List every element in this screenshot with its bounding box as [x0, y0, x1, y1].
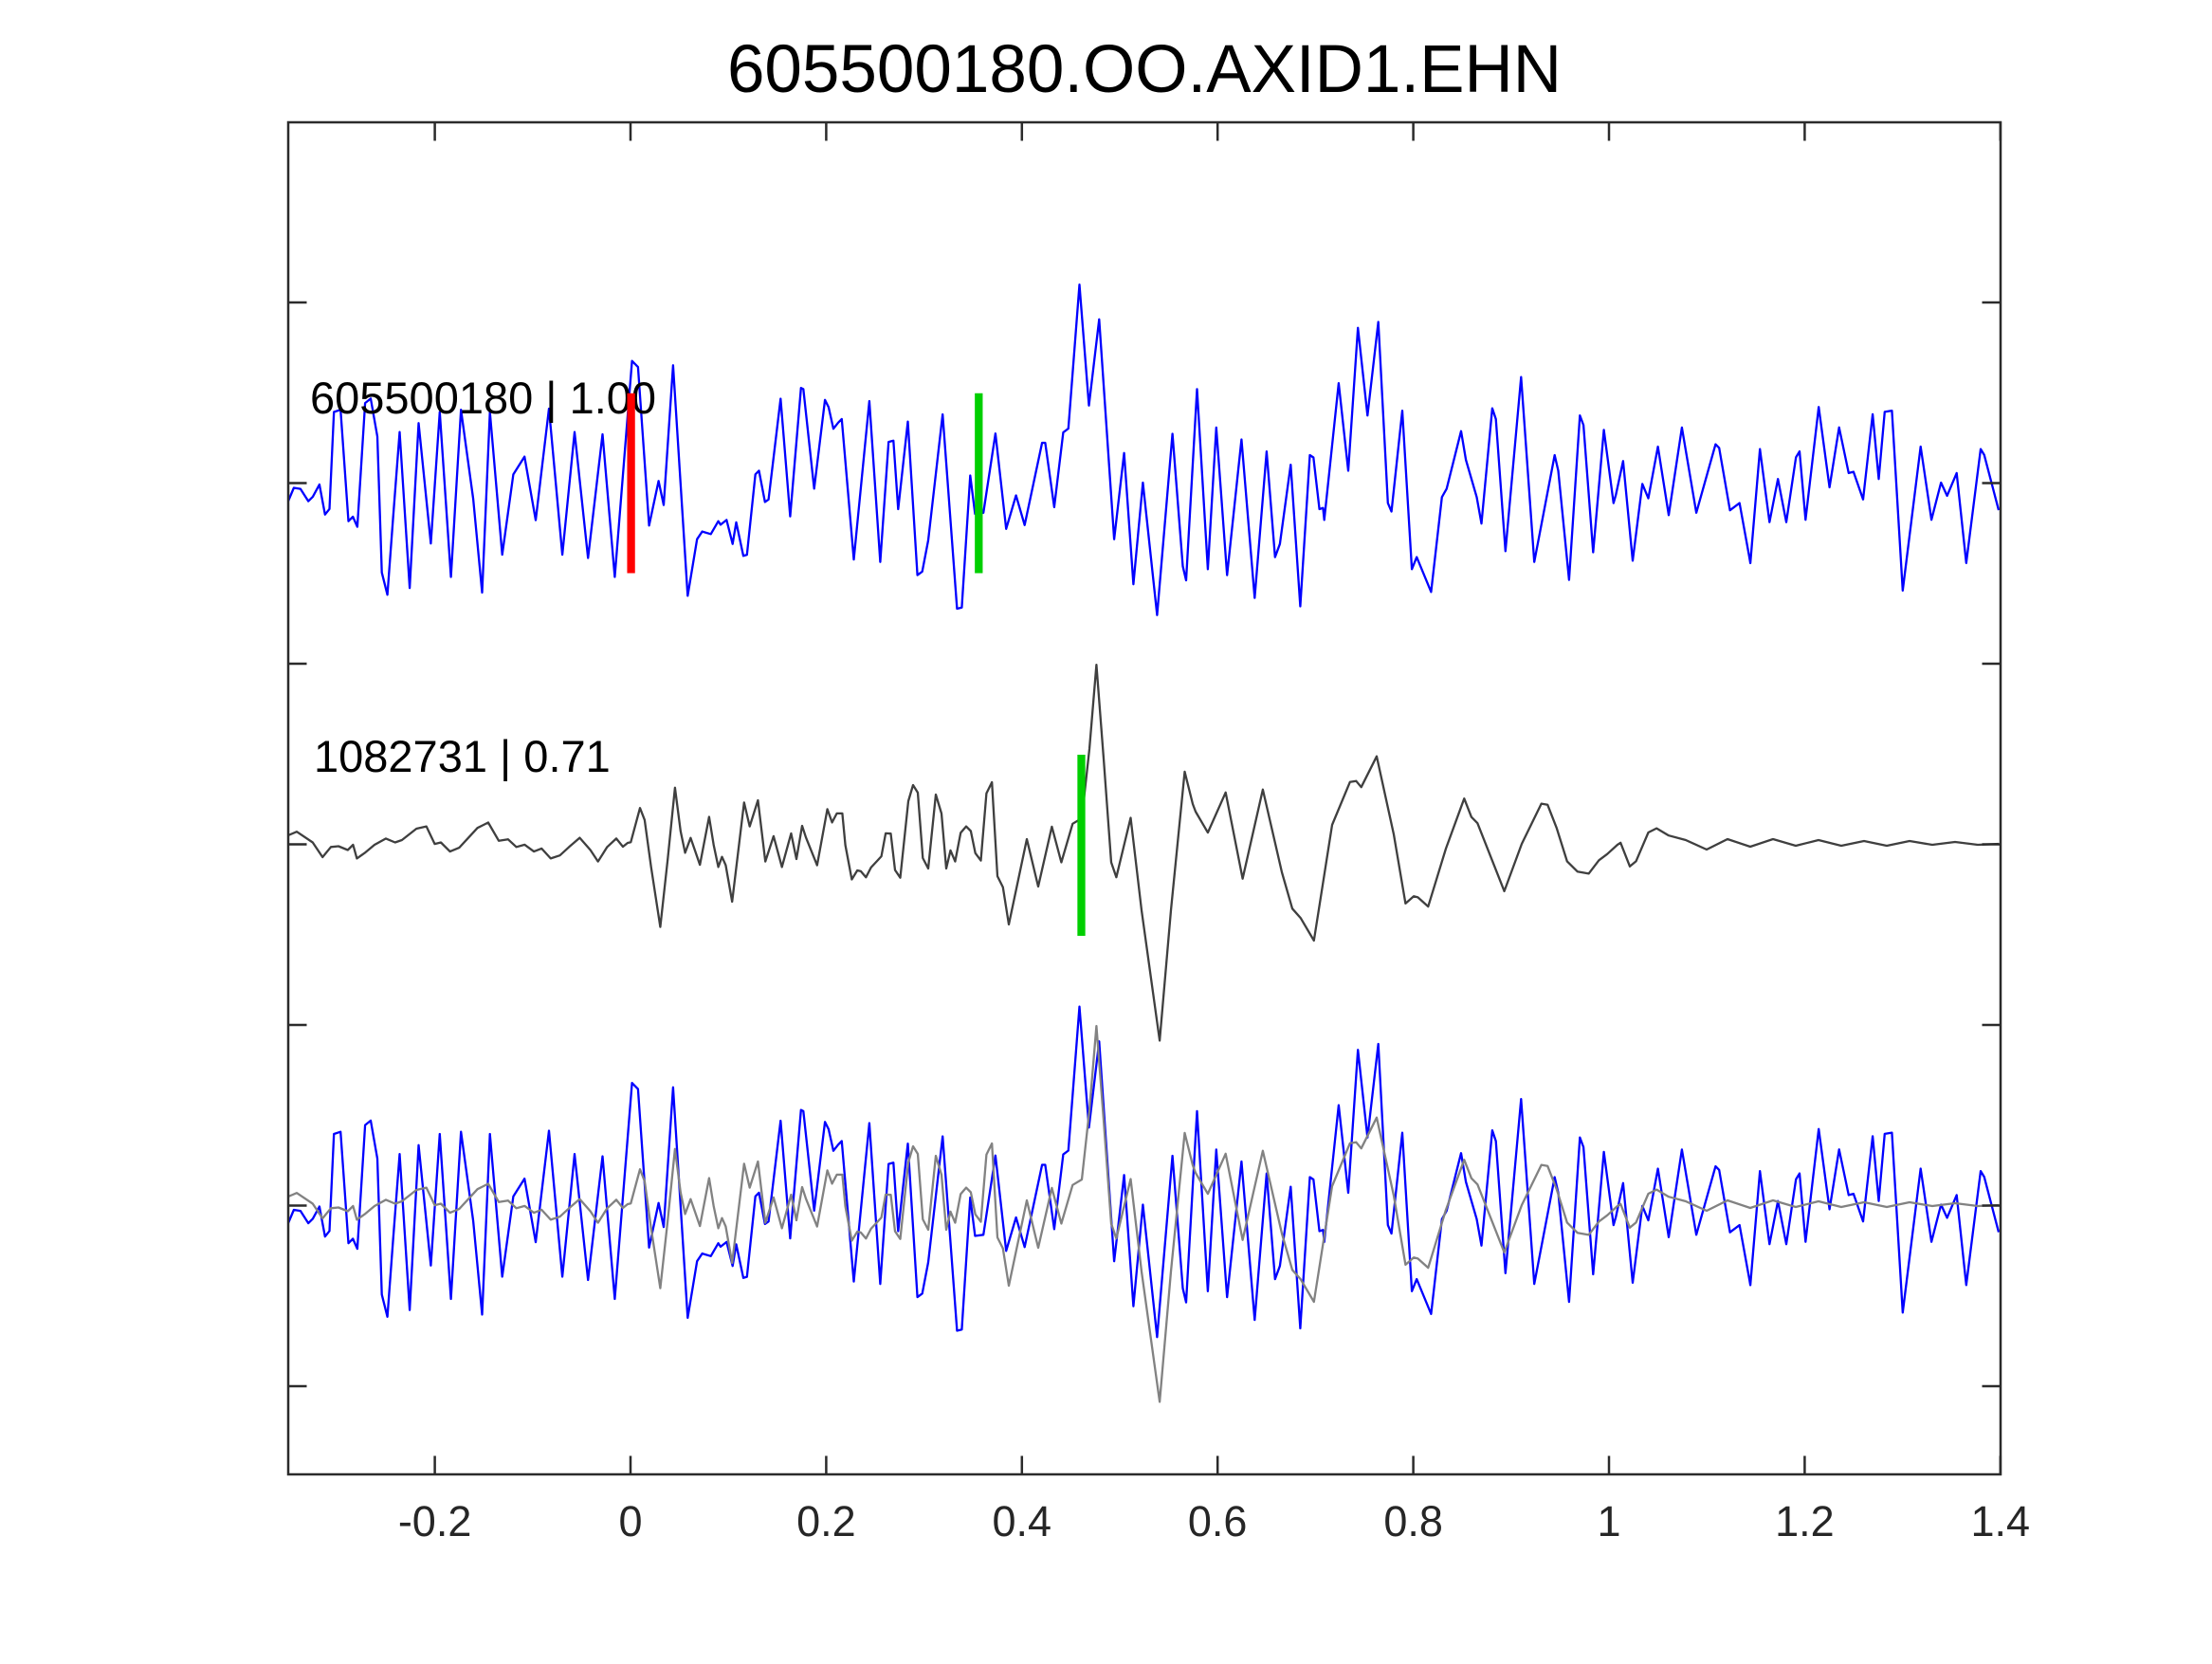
svg-text:1.2: 1.2: [1775, 1497, 1835, 1545]
svg-text:0.2: 0.2: [796, 1497, 856, 1545]
svg-text:0.8: 0.8: [1383, 1497, 1443, 1545]
svg-text:0.6: 0.6: [1188, 1497, 1248, 1545]
svg-text:1: 1: [1597, 1497, 1620, 1545]
svg-text:0.4: 0.4: [993, 1497, 1052, 1545]
svg-text:1082731 | 0.71: 1082731 | 0.71: [314, 731, 611, 781]
svg-text:1.4: 1.4: [1971, 1497, 2031, 1545]
svg-text:605500180.OO.AXID1.EHN: 605500180.OO.AXID1.EHN: [727, 32, 1562, 107]
svg-text:605500180 | 1.00: 605500180 | 1.00: [310, 373, 656, 423]
svg-text:0: 0: [618, 1497, 642, 1545]
svg-text:-0.2: -0.2: [398, 1497, 472, 1545]
